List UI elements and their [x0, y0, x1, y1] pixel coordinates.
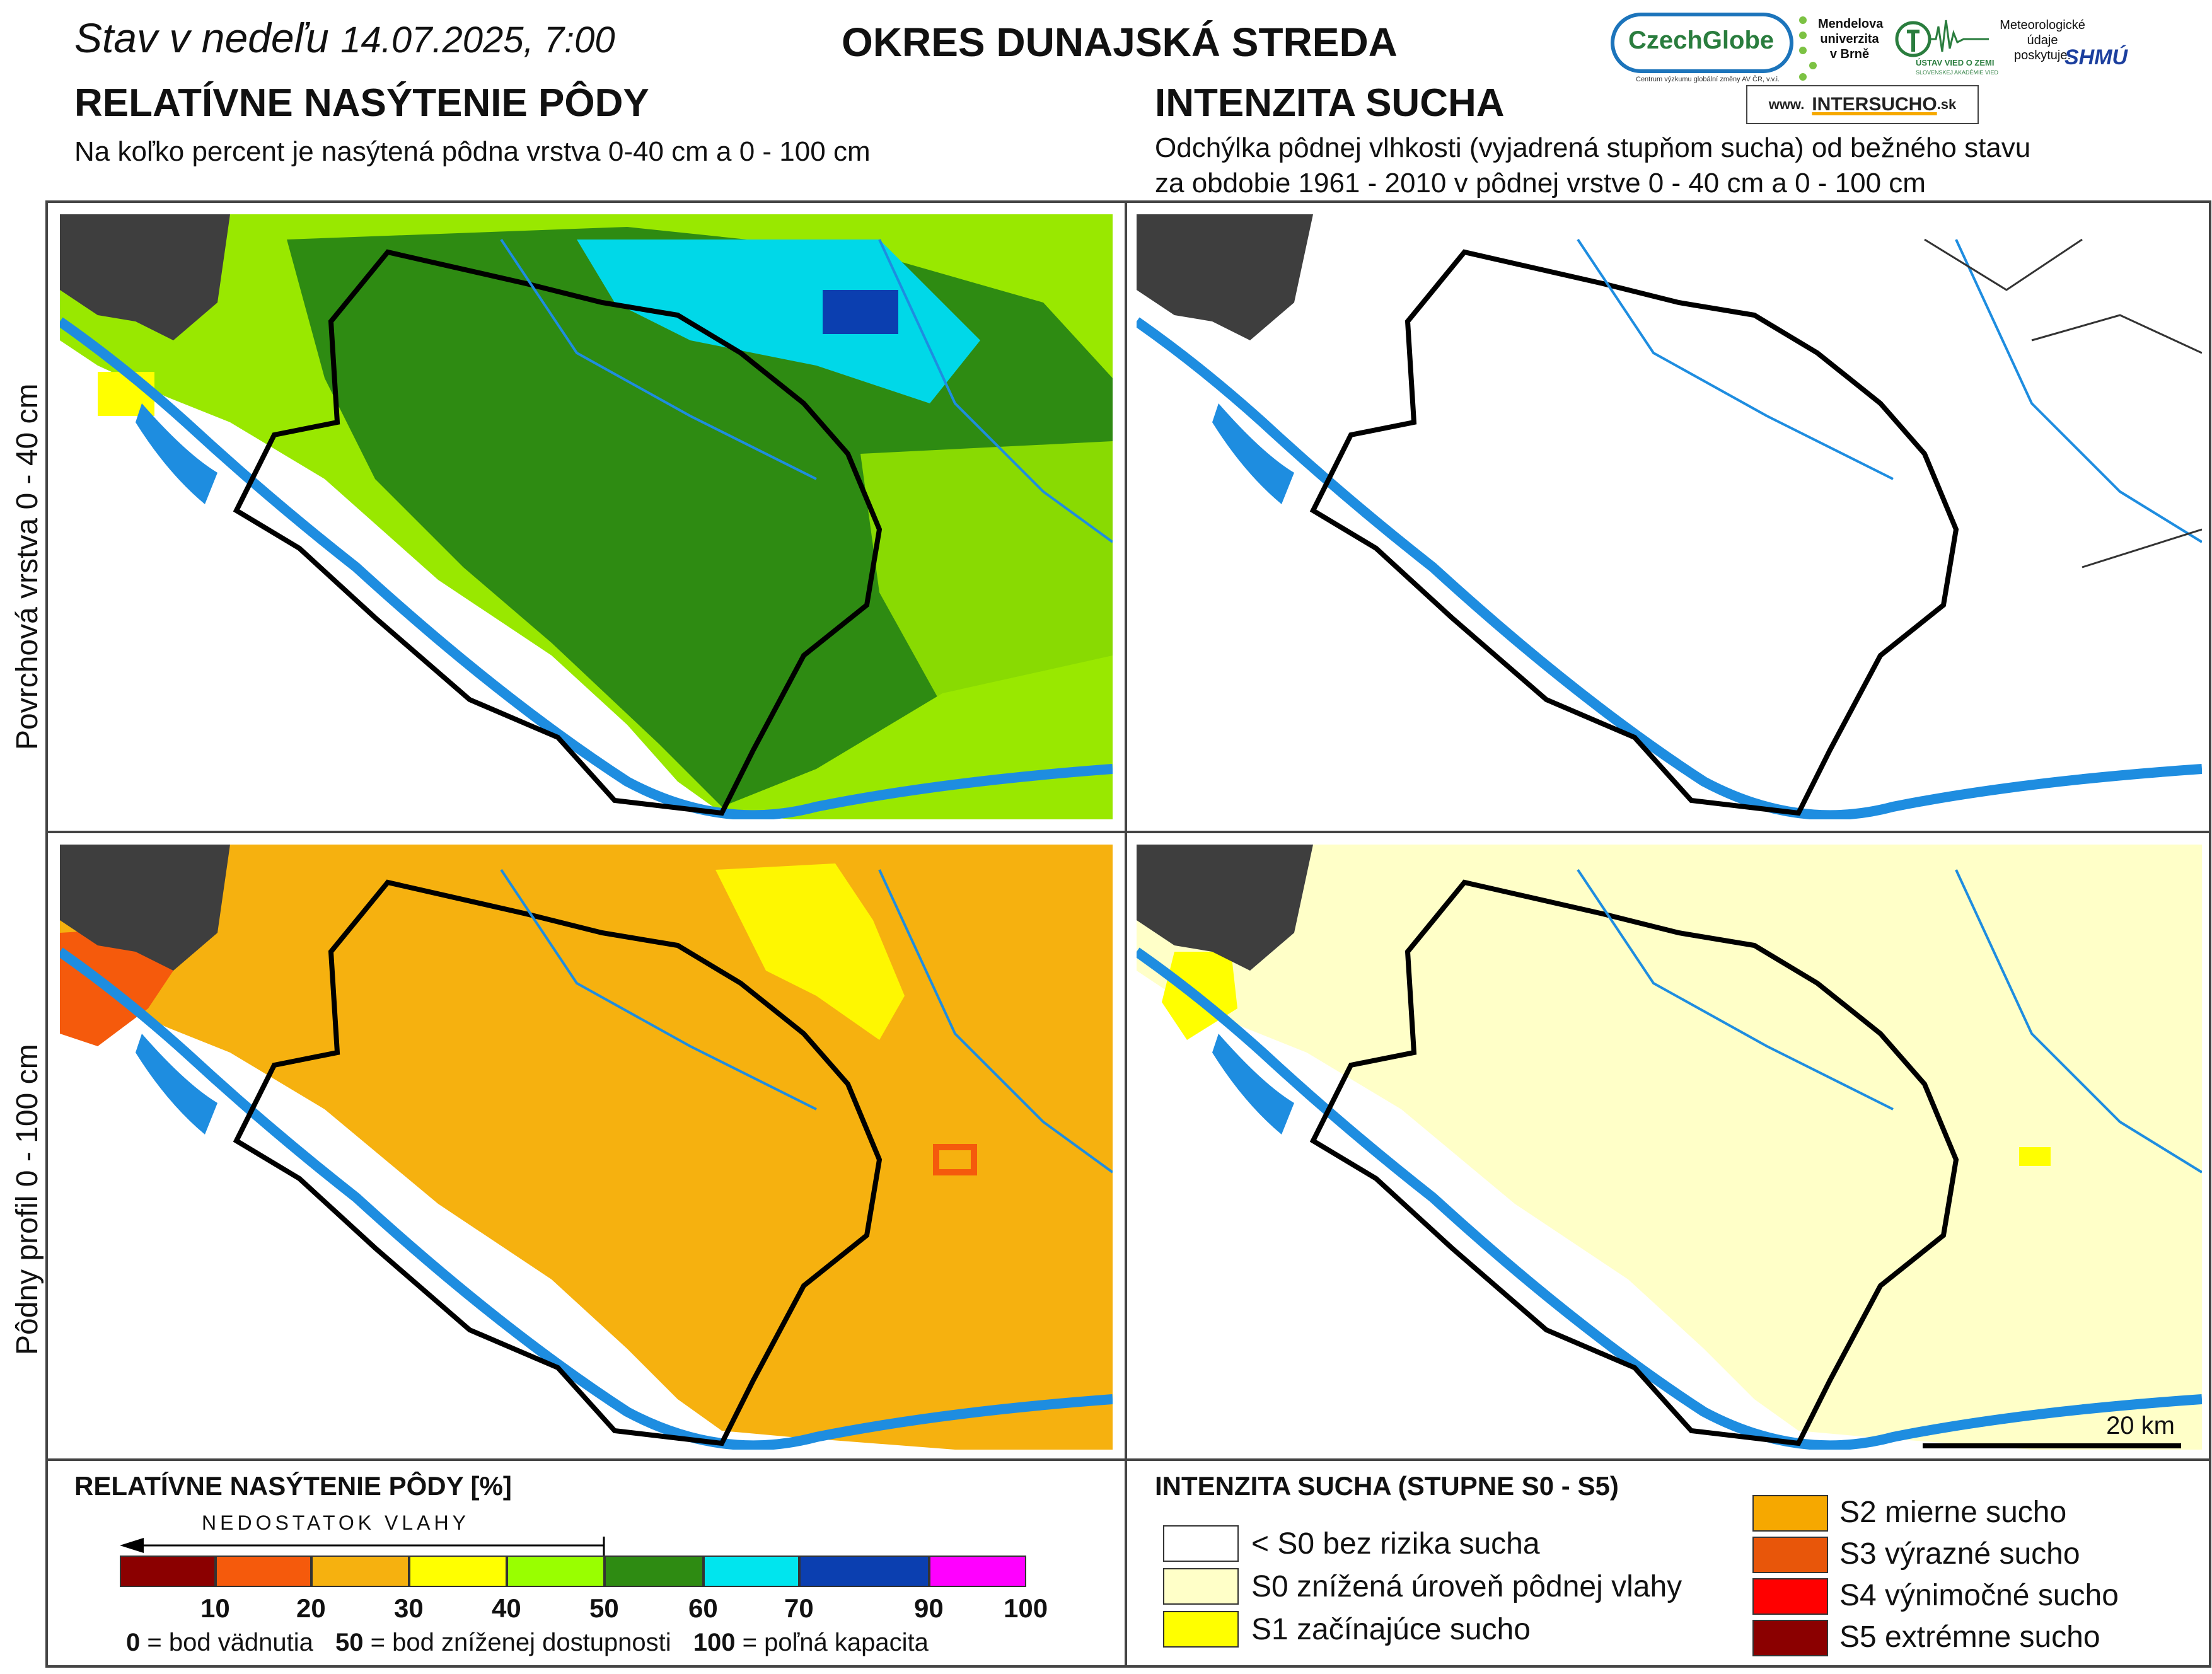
tick-60: 60	[688, 1593, 718, 1623]
legend-divider	[45, 1458, 2211, 1461]
scale-cell-40-50	[507, 1556, 605, 1587]
scale-cell-30-40	[409, 1556, 507, 1587]
date-prefix: Stav v nedeľu	[74, 14, 329, 61]
row-label-top: Povrchová vrstva 0 - 40 cm	[11, 383, 44, 750]
meteo-note: Meteorologické údaje poskytuje:	[2000, 18, 2085, 62]
scale-cell-0-10	[120, 1556, 216, 1587]
ustav-sub: SLOVENSKEJ AKADÉMIE VIED	[1916, 69, 1999, 76]
map-topsoil-drought	[1137, 214, 2202, 819]
scale-cell-50-60	[605, 1556, 704, 1587]
swatch-s4	[1752, 1578, 1828, 1615]
date-value: 14.07.2025, 7:00	[340, 20, 615, 61]
scale-bar-label: 20 km	[2106, 1412, 2175, 1440]
legend-item-s0-none: < S0 bez rizika sucha	[1251, 1527, 1540, 1561]
map-profile-drought	[1137, 845, 2202, 1450]
tick-30: 30	[394, 1593, 424, 1623]
scale-cell-10-20	[216, 1556, 311, 1587]
legend-item-s4: S4 výnimočné sucho	[1839, 1579, 2119, 1612]
legend-item-s5: S5 extrémne sucho	[1839, 1620, 2100, 1654]
left-subtitle: Na koľko percent je nasýtená pôdna vrstv…	[74, 136, 871, 167]
deficit-arrow-label: NEDOSTATOK VLAHY	[202, 1511, 470, 1534]
ustav-logo: ÚSTAV VIED O ZEMI SLOVENSKEJ AKADÉMIE VI…	[1894, 14, 1999, 83]
swatch-s0	[1163, 1568, 1239, 1605]
district-title: OKRES DUNAJSKÁ STREDA	[842, 20, 1398, 65]
tick-90: 90	[914, 1593, 944, 1623]
legend-item-s2: S2 mierne sucho	[1839, 1496, 2067, 1529]
shmu-logo: SHMÚ	[2064, 45, 2128, 69]
mendelova-name: Mendelova univerzita v Brně	[1818, 17, 1884, 61]
legend-item-s1: S1 začínajúce sucho	[1251, 1613, 1531, 1646]
scale-cell-90-100	[929, 1556, 1026, 1587]
swatch-s5	[1752, 1620, 1828, 1656]
legend-item-s3: S3 výrazné sucho	[1839, 1537, 2080, 1571]
intersucho-logo: www. INTERSUCHO .sk	[1746, 85, 1979, 124]
map-topsoil-saturation	[60, 214, 1113, 819]
swatch-s0-none	[1163, 1525, 1239, 1562]
scale-cell-70-90	[799, 1556, 929, 1587]
swatch-s2	[1752, 1495, 1828, 1532]
czechglobe-logo: CzechGlobe Centrum výzkumu globální změn…	[1611, 13, 1800, 83]
right-subtitle-2: za obdobie 1961 - 2010 v pôdnej vrstve 0…	[1155, 168, 1926, 199]
tick-20: 20	[296, 1593, 326, 1623]
legend-saturation-title: RELATÍVNE NASÝTENIE PÔDY [%]	[74, 1471, 512, 1501]
swatch-s3	[1752, 1537, 1828, 1573]
scale-bar: 20 km	[1923, 1412, 2181, 1448]
vertical-divider	[1125, 200, 1127, 1668]
tick-100: 100	[1004, 1593, 1048, 1623]
swatch-s1	[1163, 1611, 1239, 1648]
tick-70: 70	[784, 1593, 814, 1623]
czechglobe-sub: Centrum výzkumu globální změny AV ČR, v.…	[1636, 76, 1780, 83]
horizontal-divider	[45, 831, 2211, 833]
mendelova-logo: Mendelova univerzita v Brně	[1795, 14, 1896, 83]
left-title: RELATÍVNE NASÝTENIE PÔDY	[74, 81, 649, 125]
tick-40: 40	[492, 1593, 521, 1623]
date-line: Stav v nedeľu 14.07.2025, 7:00	[74, 14, 615, 62]
deficit-arrow: NEDOSTATOK VLAHY	[120, 1511, 605, 1556]
map-profile-saturation	[60, 845, 1113, 1450]
row-label-bottom: Pôdny profil 0 - 100 cm	[11, 1044, 44, 1355]
right-title: INTENZITA SUCHA	[1155, 81, 1505, 125]
maps-frame	[45, 200, 2211, 1668]
czechglobe-name: CzechGlobe	[1628, 26, 1775, 54]
tick-10: 10	[200, 1593, 230, 1623]
legend-drought-title: INTENZITA SUCHA (STUPNE S0 - S5)	[1155, 1471, 1619, 1501]
right-subtitle-1: Odchýlka pôdnej vlhkosti (vyjadrená stup…	[1155, 132, 2031, 163]
tick-50: 50	[589, 1593, 619, 1623]
ustav-name: ÚSTAV VIED O ZEMI	[1916, 58, 1995, 67]
legend-item-s0: S0 znížená úroveň pôdnej vlahy	[1251, 1570, 1682, 1603]
scale-cell-20-30	[311, 1556, 409, 1587]
saturation-notes: 0 = bod vädnutia 50 = bod zníženej dostu…	[126, 1629, 929, 1656]
scale-cell-60-70	[704, 1556, 799, 1587]
